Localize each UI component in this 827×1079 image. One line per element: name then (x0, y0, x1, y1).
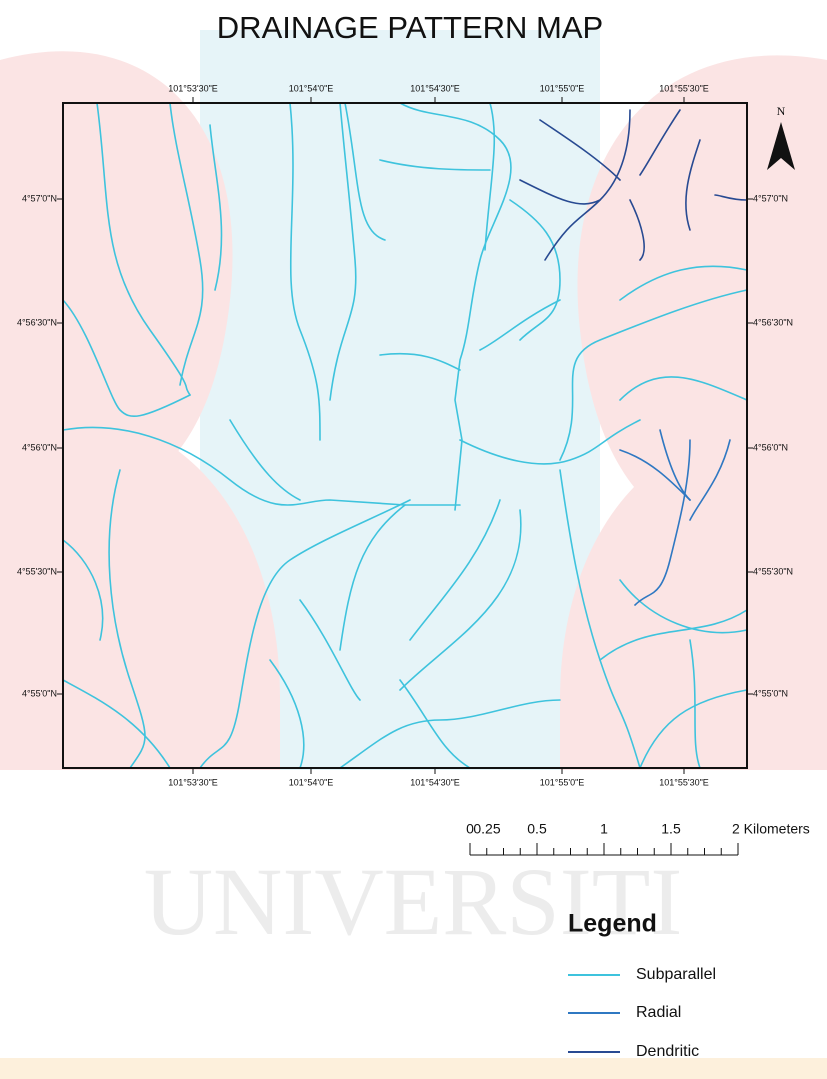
scale-label: 1 (600, 821, 608, 837)
latitude-label: 4°56'0"N (22, 442, 57, 452)
legend-label: Subparallel (636, 966, 716, 983)
longitude-label: 101°54'30"E (410, 777, 460, 787)
latitude-label: 4°55'0"N (22, 688, 57, 698)
longitude-label: 101°54'30"E (410, 83, 460, 93)
longitude-label: 101°53'30"E (168, 777, 218, 787)
latitude-label: 4°56'0"N (753, 442, 788, 452)
longitude-label: 101°55'30"E (659, 777, 709, 787)
longitude-label: 101°55'30"E (659, 83, 709, 93)
longitude-label: 101°55'0"E (540, 777, 585, 787)
latitude-label: 4°57'0"N (753, 193, 788, 203)
map-title: DRAINAGE PATTERN MAP (217, 10, 603, 45)
latitude-label: 4°57'0"N (22, 193, 57, 203)
north-label: N (777, 104, 786, 118)
scale-label: 0.25 (473, 821, 500, 837)
watermark-text: UNIVERSITI (144, 848, 683, 955)
latitude-label: 4°55'30"N (753, 566, 793, 576)
longitude-label: 101°55'0"E (540, 83, 585, 93)
latitude-label: 4°55'0"N (753, 688, 788, 698)
map-sheet: UNIVERSITI DRAINAGE PATTERN MAP (0, 0, 827, 1079)
watermark-strip (0, 1058, 827, 1079)
legend-label: Dendritic (636, 1043, 699, 1060)
legend-title: Legend (568, 910, 657, 938)
watermark-shape (560, 425, 827, 770)
longitude-label: 101°53'30"E (168, 83, 218, 93)
longitude-label: 101°54'0"E (289, 83, 334, 93)
latitude-label: 4°56'30"N (753, 317, 793, 327)
scale-label: 2 Kilometers (732, 821, 810, 837)
longitude-label: 101°54'0"E (289, 777, 334, 787)
latitude-label: 4°55'30"N (17, 566, 57, 576)
latitude-label: 4°56'30"N (17, 317, 57, 327)
legend-label: Radial (636, 1004, 681, 1021)
scale-label: 0.5 (527, 821, 547, 837)
page: UNIVERSITI DRAINAGE PATTERN MAP (0, 0, 827, 1079)
scale-label: 1.5 (661, 821, 681, 837)
legend: Subparallel Radial Dendritic (568, 966, 716, 1060)
